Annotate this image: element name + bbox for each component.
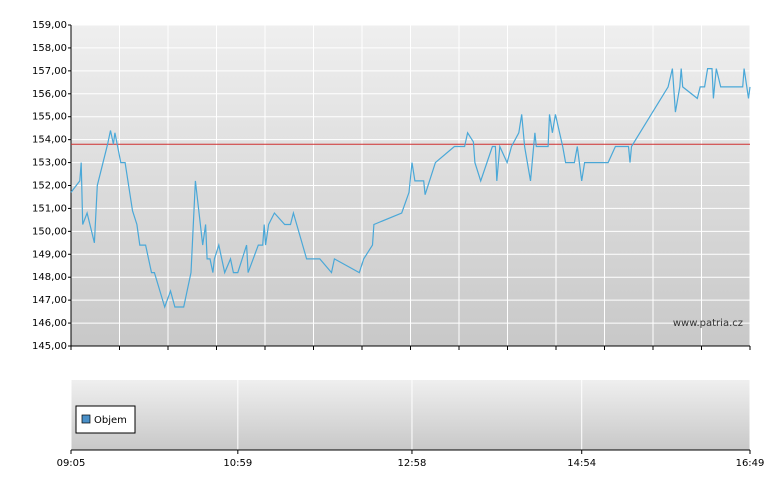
x-tick-label: 16:49 bbox=[736, 458, 765, 469]
y-tick-label: 157,00 bbox=[32, 66, 67, 77]
volume-legend-swatch bbox=[81, 414, 91, 424]
y-tick-label: 156,00 bbox=[32, 89, 67, 100]
y-tick-label: 147,00 bbox=[32, 295, 67, 306]
y-tick-label: 155,00 bbox=[32, 112, 67, 123]
x-tick-label: 10:59 bbox=[223, 458, 252, 469]
y-tick-label: 148,00 bbox=[32, 272, 67, 283]
y-tick-label: 153,00 bbox=[32, 158, 67, 169]
x-tick-label: 14:54 bbox=[567, 458, 596, 469]
watermark: www.patria.cz bbox=[673, 318, 743, 329]
y-tick-label: 146,00 bbox=[32, 318, 67, 329]
x-tick-label: 09:05 bbox=[57, 458, 86, 469]
y-tick-label: 158,00 bbox=[32, 43, 67, 54]
x-tick-label: 12:58 bbox=[398, 458, 427, 469]
y-tick-label: 152,00 bbox=[32, 181, 67, 192]
price-line bbox=[70, 68, 751, 309]
y-tick-label: 151,00 bbox=[32, 203, 67, 214]
y-tick-label: 150,00 bbox=[32, 226, 67, 237]
volume-legend-label: Objem bbox=[94, 415, 127, 426]
y-tick-label: 149,00 bbox=[32, 249, 67, 260]
y-tick-label: 154,00 bbox=[32, 135, 67, 146]
y-tick-label: 159,00 bbox=[32, 20, 67, 31]
volume-area bbox=[71, 380, 750, 450]
y-tick-label: 145,00 bbox=[32, 341, 67, 352]
